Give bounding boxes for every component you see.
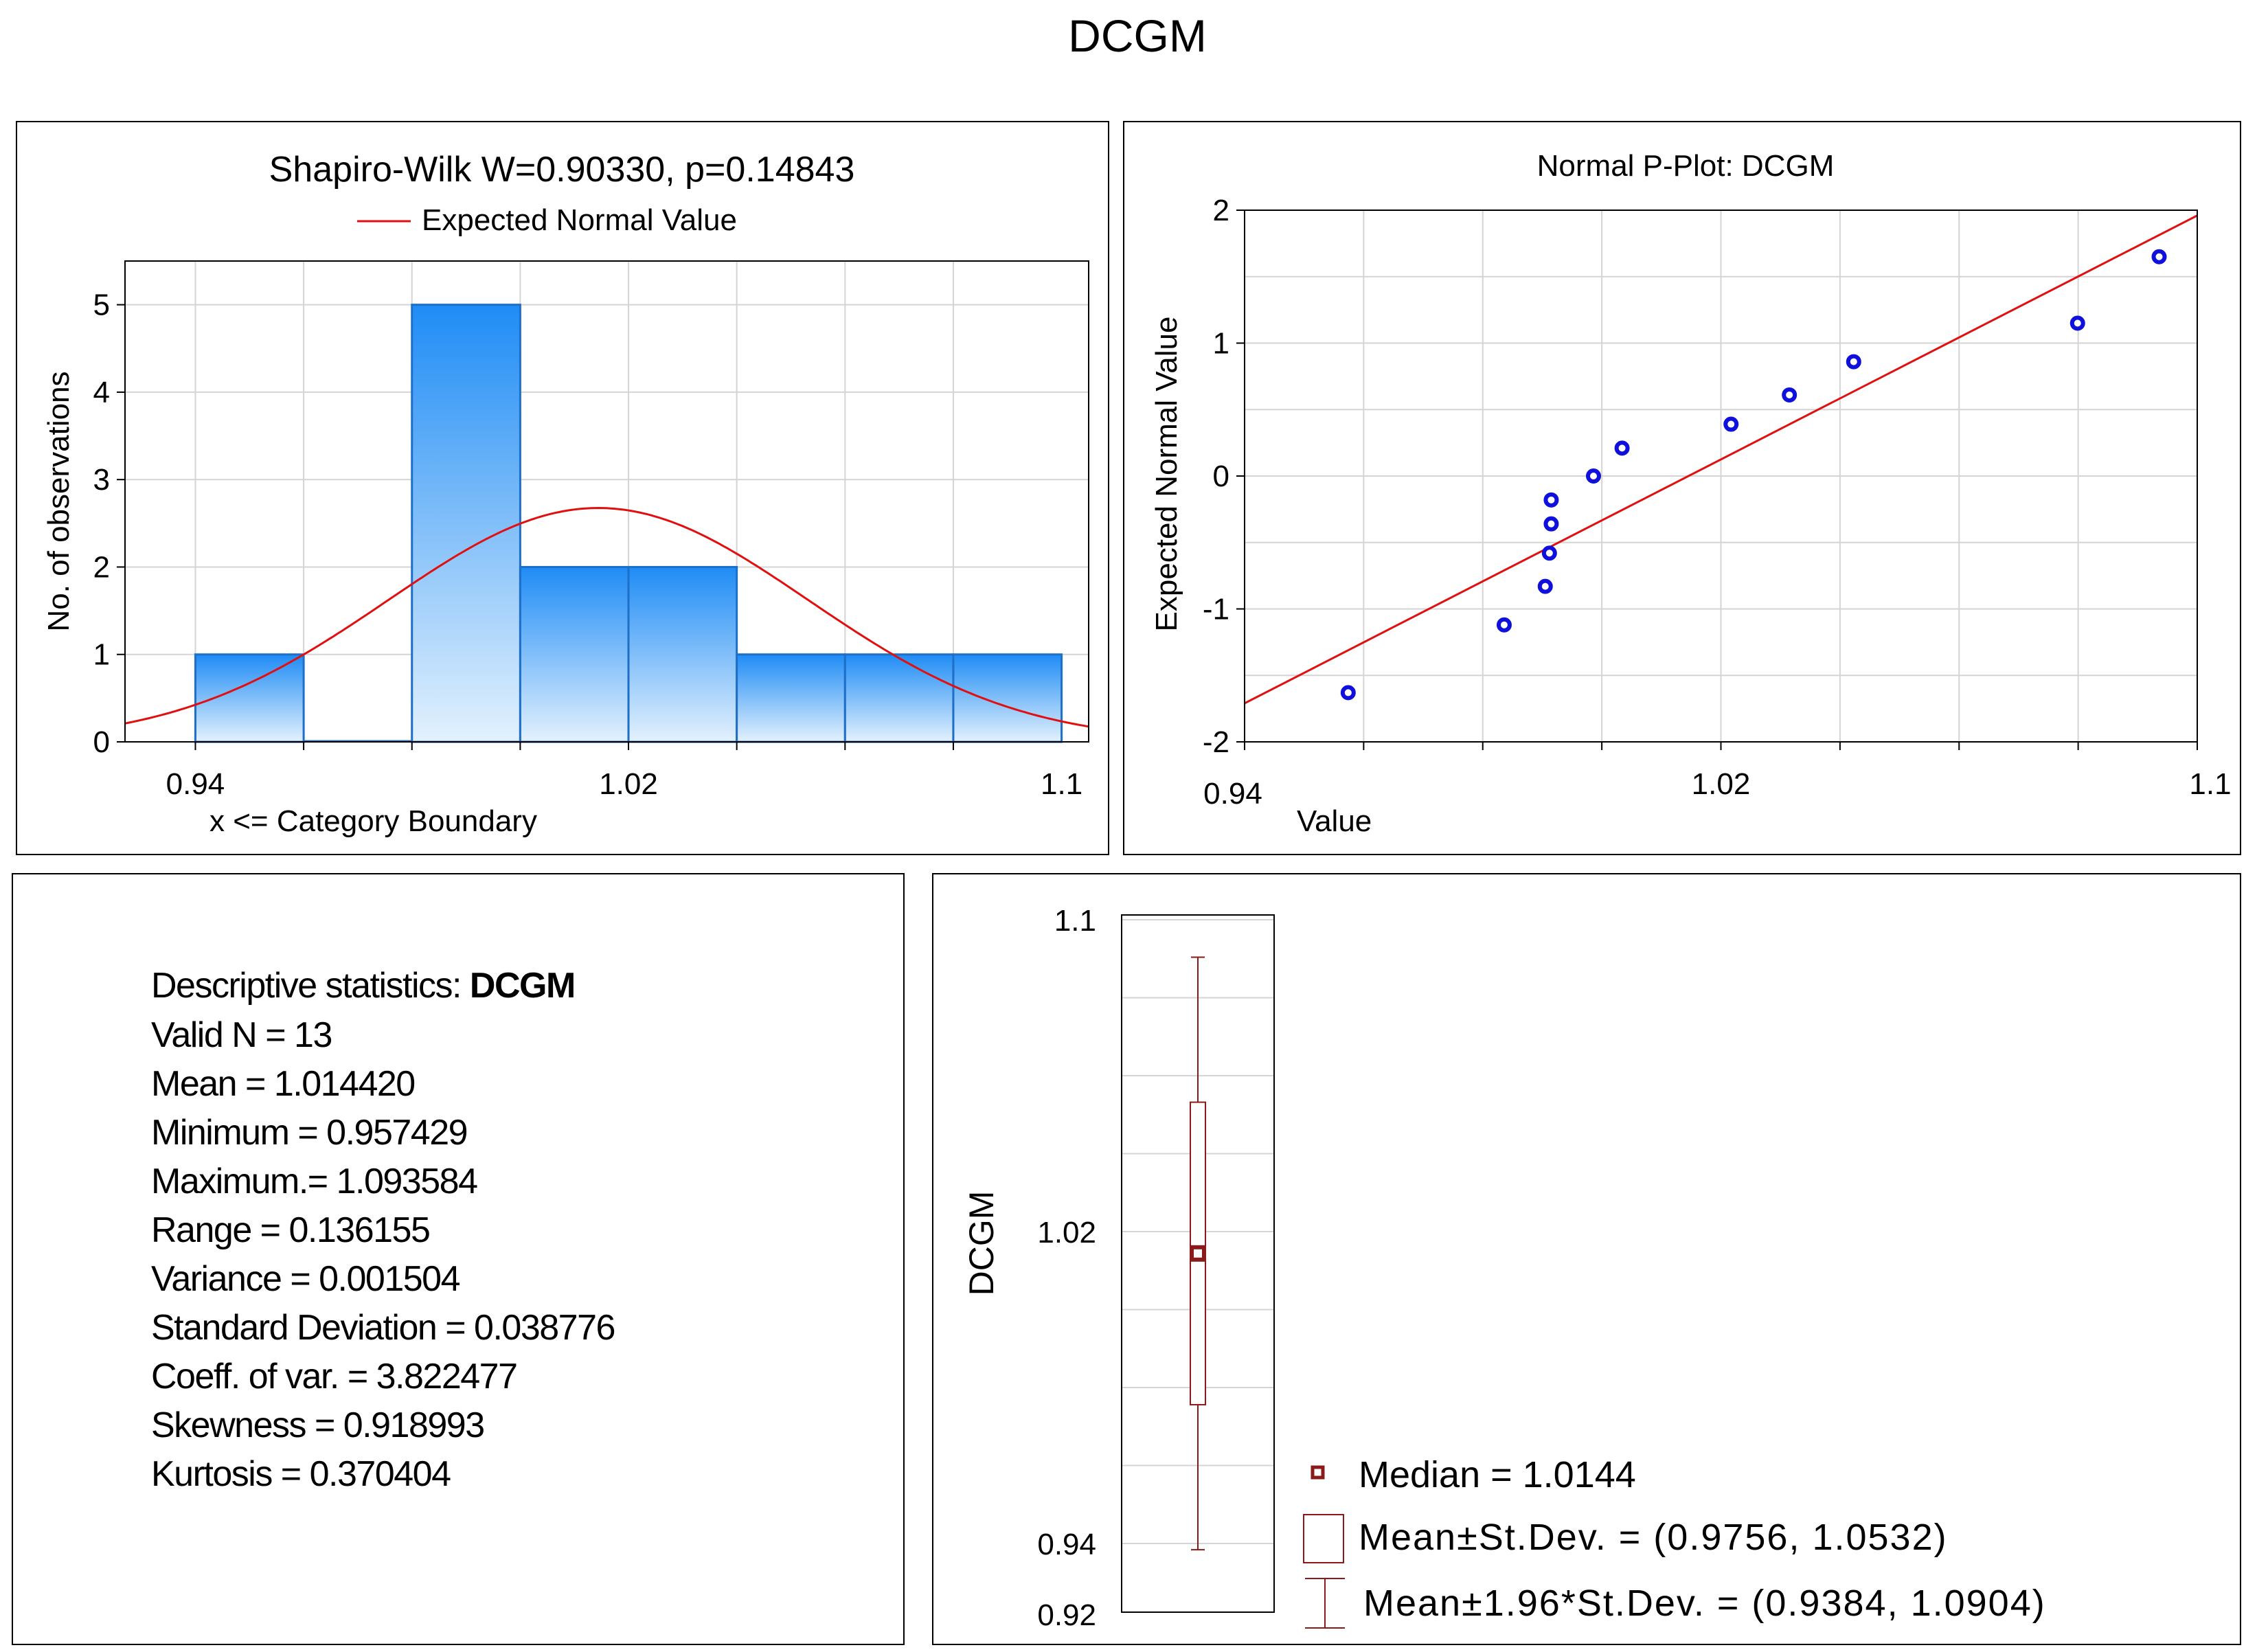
legend-mean-sd-label: Mean±St.Dev. = (0.9756, 1.0532) (1359, 1517, 1948, 1558)
pplot-point (1537, 578, 1553, 594)
boxplot-y-tick-label: 1.1 (1054, 904, 1096, 938)
stats-line-maximum: Maximum.= 1.093584 (151, 1162, 477, 1201)
legend-median-marker-icon (1311, 1465, 1325, 1480)
boxplot-y-ticks: 1.1 1.02 0.94 0.92 (1037, 904, 1096, 1632)
pplot-point (2069, 315, 2085, 331)
histogram-bar (843, 653, 955, 743)
histogram-bar (519, 565, 630, 743)
stats-line-variance: Variance = 0.001504 (151, 1259, 460, 1299)
legend-whisker-icon (1305, 1578, 1345, 1629)
stats-line-kurtosis: Kurtosis = 0.370404 (151, 1454, 451, 1494)
histogram-y-tick-label: 0 (93, 725, 110, 759)
boxplot-panel: 1.1 1.02 0.94 0.92 DCGM Median = 1.0144 Mea… (932, 873, 2241, 1645)
pplot-point (1541, 545, 1557, 561)
pplot-point (1782, 387, 1797, 403)
histogram-y-tick-label: 1 (93, 638, 110, 672)
pplot-y-axis-label: Expected Normal Value (1150, 317, 1183, 632)
histogram-x-tick-label: 1.02 (599, 767, 658, 801)
boxplot-marks (1190, 956, 1206, 1551)
histogram-bars (194, 304, 1063, 743)
pplot-point (1585, 468, 1601, 484)
boxplot-y-axis-label: DCGM (962, 1191, 1001, 1296)
pplot-y-tick-label: -1 (1203, 593, 1229, 626)
histogram-y-tick-label: 5 (93, 288, 110, 322)
pplot-point (1846, 354, 1861, 370)
pplot-x-ticks: 0.94 1.02 1.1 (1203, 742, 2232, 811)
histogram-panel: Shapiro-Wilk W=0.90330, p=0.14843 Expect… (16, 121, 1109, 855)
pplot-x-tick-label: 1.1 (2189, 767, 2231, 801)
pplot-y-tick-label: 2 (1213, 194, 1229, 227)
pplot-panel: Normal P-Plot: DCGM 210-1-2 0.94 1.02 1.1 … (1123, 121, 2241, 855)
pplot-point (1723, 416, 1739, 432)
pplot-point (1614, 440, 1630, 456)
boxplot-y-tick-label: 0.94 (1037, 1528, 1096, 1561)
stats-line-std-dev: Standard Deviation = 0.038776 (151, 1308, 615, 1348)
histogram-x-axis-label: x <= Category Boundary (209, 804, 537, 838)
boxplot-y-tick-label: 1.02 (1037, 1216, 1096, 1249)
legend-mean-196sd-label: Mean±1.96*St.Dev. = (0.9384, 1.0904) (1363, 1583, 2046, 1624)
histogram-bar (627, 565, 738, 743)
pplot-reference-line (1244, 214, 2198, 705)
stats-heading-variable: DCGM (470, 966, 575, 1006)
histogram-normal-curve (124, 506, 1089, 728)
histogram-plot-frame (124, 260, 1089, 743)
histogram-y-tick-label: 2 (93, 550, 110, 584)
pplot-x-tick-label: 1.02 (1692, 767, 1751, 801)
figure-title: DCGM (1068, 10, 1207, 61)
histogram-legend-label: Expected Normal Value (422, 203, 737, 237)
boxplot-median-marker (1190, 1245, 1206, 1262)
histogram-y-axis-label: No. of observations (42, 371, 76, 631)
pplot-point (1340, 685, 1356, 701)
stats-heading-prefix: Descriptive statistics: (151, 966, 470, 1006)
histogram-y-tick-label: 4 (93, 376, 110, 409)
stats-line-mean: Mean = 1.014420 (151, 1064, 415, 1104)
histogram-bar (736, 653, 846, 743)
pplot-points (1340, 249, 2167, 701)
pplot-x-axis-label: Value (1297, 804, 1372, 838)
histogram-bar (952, 653, 1063, 743)
boxplot-panel-frame (932, 873, 2241, 1645)
stats-line-skewness: Skewness = 0.918993 (151, 1405, 484, 1445)
pplot-point (1496, 617, 1512, 633)
stats-line-coeff-var: Coeff. of var. = 3.822477 (151, 1357, 517, 1396)
legend-median-label: Median = 1.0144 (1359, 1454, 1636, 1495)
histogram-x-ticks: 0.94 1.02 1.1 (166, 742, 1082, 801)
stats-panel: Descriptive statistics: DCGM Valid N = 1… (12, 873, 905, 1645)
stats-line-valid-n: Valid N = 13 (151, 1015, 332, 1055)
stats-line-range: Range = 0.136155 (151, 1210, 429, 1250)
histogram-bar (411, 304, 521, 743)
pplot-y-tick-label: -2 (1203, 725, 1229, 759)
pplot-y-tick-label: 1 (1213, 327, 1229, 361)
histogram-x-tick-label: 0.94 (166, 767, 225, 801)
legend-box-icon (1303, 1514, 1344, 1563)
stats-heading: Descriptive statistics: DCGM (151, 966, 575, 1006)
pplot-panel-frame (1123, 121, 2241, 855)
pplot-point (2151, 249, 2167, 264)
histogram-y-tick-label: 3 (93, 463, 110, 497)
pplot-title: Normal P-Plot: DCGM (1537, 149, 1835, 183)
pplot-point (1543, 516, 1559, 532)
boxplot-plot-frame (1121, 914, 1275, 1613)
histogram-y-ticks: 0 1 2 3 4 5 (93, 288, 125, 759)
pplot-y-tick-label: 0 (1213, 460, 1229, 493)
histogram-x-tick-label: 1.1 (1041, 767, 1082, 801)
histogram-title: Shapiro-Wilk W=0.90330, p=0.14843 (269, 150, 855, 190)
stats-line-minimum: Minimum = 0.957429 (151, 1113, 467, 1153)
pplot-point (1543, 492, 1559, 508)
pplot-x-tick-label: 0.94 (1203, 777, 1262, 811)
stats-panel-frame (12, 873, 905, 1645)
pplot-y-ticks: 2 1 0 -1 -2 (1203, 194, 1245, 759)
boxplot-y-tick-label: 0.92 (1037, 1598, 1096, 1632)
